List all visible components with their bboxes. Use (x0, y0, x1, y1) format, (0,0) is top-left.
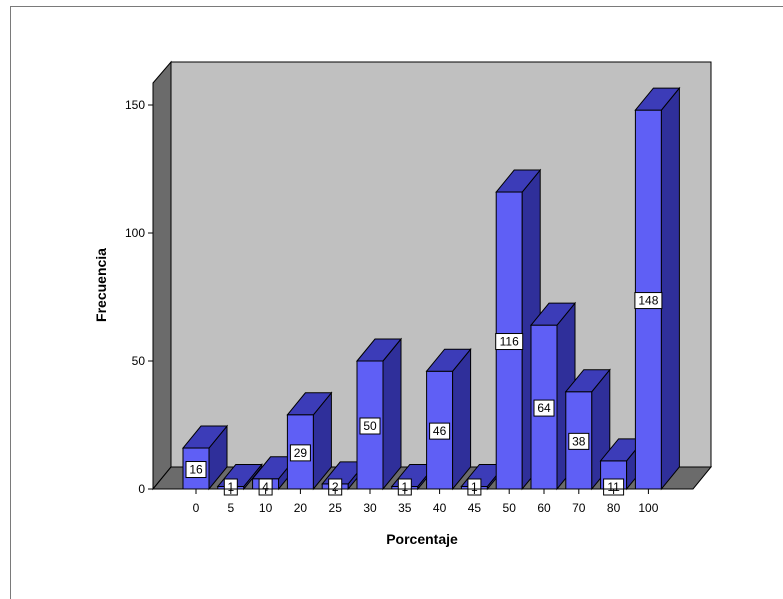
y-tick-label: 50 (132, 354, 146, 368)
bar-40: 46 (425, 347, 472, 491)
x-tick-label: 80 (607, 501, 621, 515)
bar-100: 148 (634, 86, 681, 491)
data-label-box (533, 399, 555, 417)
bar-0: 16 (181, 424, 229, 491)
bar-top (564, 369, 611, 393)
x-tick-label: 0 (193, 501, 200, 515)
data-label: 1 (227, 480, 234, 494)
x-tick-label: 35 (398, 501, 412, 515)
bar-top (181, 425, 229, 449)
y-tick-label: 100 (125, 226, 145, 240)
data-label: 2 (332, 480, 339, 494)
bar-top (355, 338, 403, 362)
frame-top-border (10, 6, 783, 7)
data-label-box (603, 478, 625, 496)
data-label: 148 (638, 294, 658, 308)
data-label-box (258, 478, 273, 496)
frame-left-border (10, 6, 11, 599)
data-label: 46 (433, 424, 447, 438)
bar-70: 38 (564, 368, 611, 491)
data-label: 64 (537, 401, 551, 415)
bar-top (634, 87, 681, 111)
data-label-box (359, 417, 381, 435)
x-tick-label: 30 (363, 501, 377, 515)
bar-top (495, 169, 542, 193)
x-tick-label: 20 (294, 501, 308, 515)
data-label-box (568, 432, 590, 450)
x-tick-label: 40 (433, 501, 447, 515)
x-axis-title: Porcentaje (386, 531, 458, 547)
x-tick-label: 45 (468, 501, 482, 515)
data-label: 50 (363, 419, 377, 433)
x-tick-label: 5 (227, 501, 234, 515)
data-label-box (223, 478, 238, 496)
x-tick-label: 10 (259, 501, 273, 515)
y-tick-label: 0 (138, 482, 145, 496)
y-axis: 0 50 100 150 (125, 98, 154, 496)
side-wall (152, 60, 172, 491)
bar-side (660, 86, 680, 491)
data-label: 4 (262, 480, 269, 494)
data-label-box (397, 478, 412, 496)
data-label-box (634, 292, 663, 310)
bars-group: 16 1 4 29 2 50 1 46 1 116 64 38 11 148 (181, 86, 681, 496)
bar-side (382, 337, 402, 491)
x-tick-label: 60 (537, 501, 551, 515)
data-label-box (185, 461, 207, 479)
x-tick-label: 100 (638, 501, 658, 515)
bar-top (529, 302, 577, 326)
data-label: 38 (572, 434, 586, 448)
y-axis-title: Frecuencia (93, 248, 109, 322)
bar-20: 29 (286, 391, 333, 491)
bar-side (452, 347, 472, 491)
bar-5: 1 (216, 463, 263, 496)
data-label: 29 (294, 446, 308, 460)
bar-30: 50 (355, 337, 403, 491)
data-label-box (328, 478, 343, 496)
x-axis: 0 5 10 20 25 30 35 40 45 50 60 70 80 100 (153, 488, 693, 515)
data-label-box (429, 422, 451, 440)
data-label: 16 (189, 463, 203, 477)
data-label: 1 (471, 480, 478, 494)
x-tick-label: 50 (503, 501, 517, 515)
data-label-box (495, 333, 524, 351)
x-tick-label: 70 (572, 501, 586, 515)
data-label-box (467, 478, 482, 496)
bar-top (425, 348, 472, 372)
data-label: 116 (500, 335, 519, 349)
y-tick-label: 150 (125, 98, 145, 112)
x-tick-label: 25 (329, 501, 343, 515)
bar-top (286, 392, 333, 416)
data-label-box (289, 444, 311, 462)
data-label: 1 (401, 480, 408, 494)
data-label: 11 (607, 480, 620, 494)
